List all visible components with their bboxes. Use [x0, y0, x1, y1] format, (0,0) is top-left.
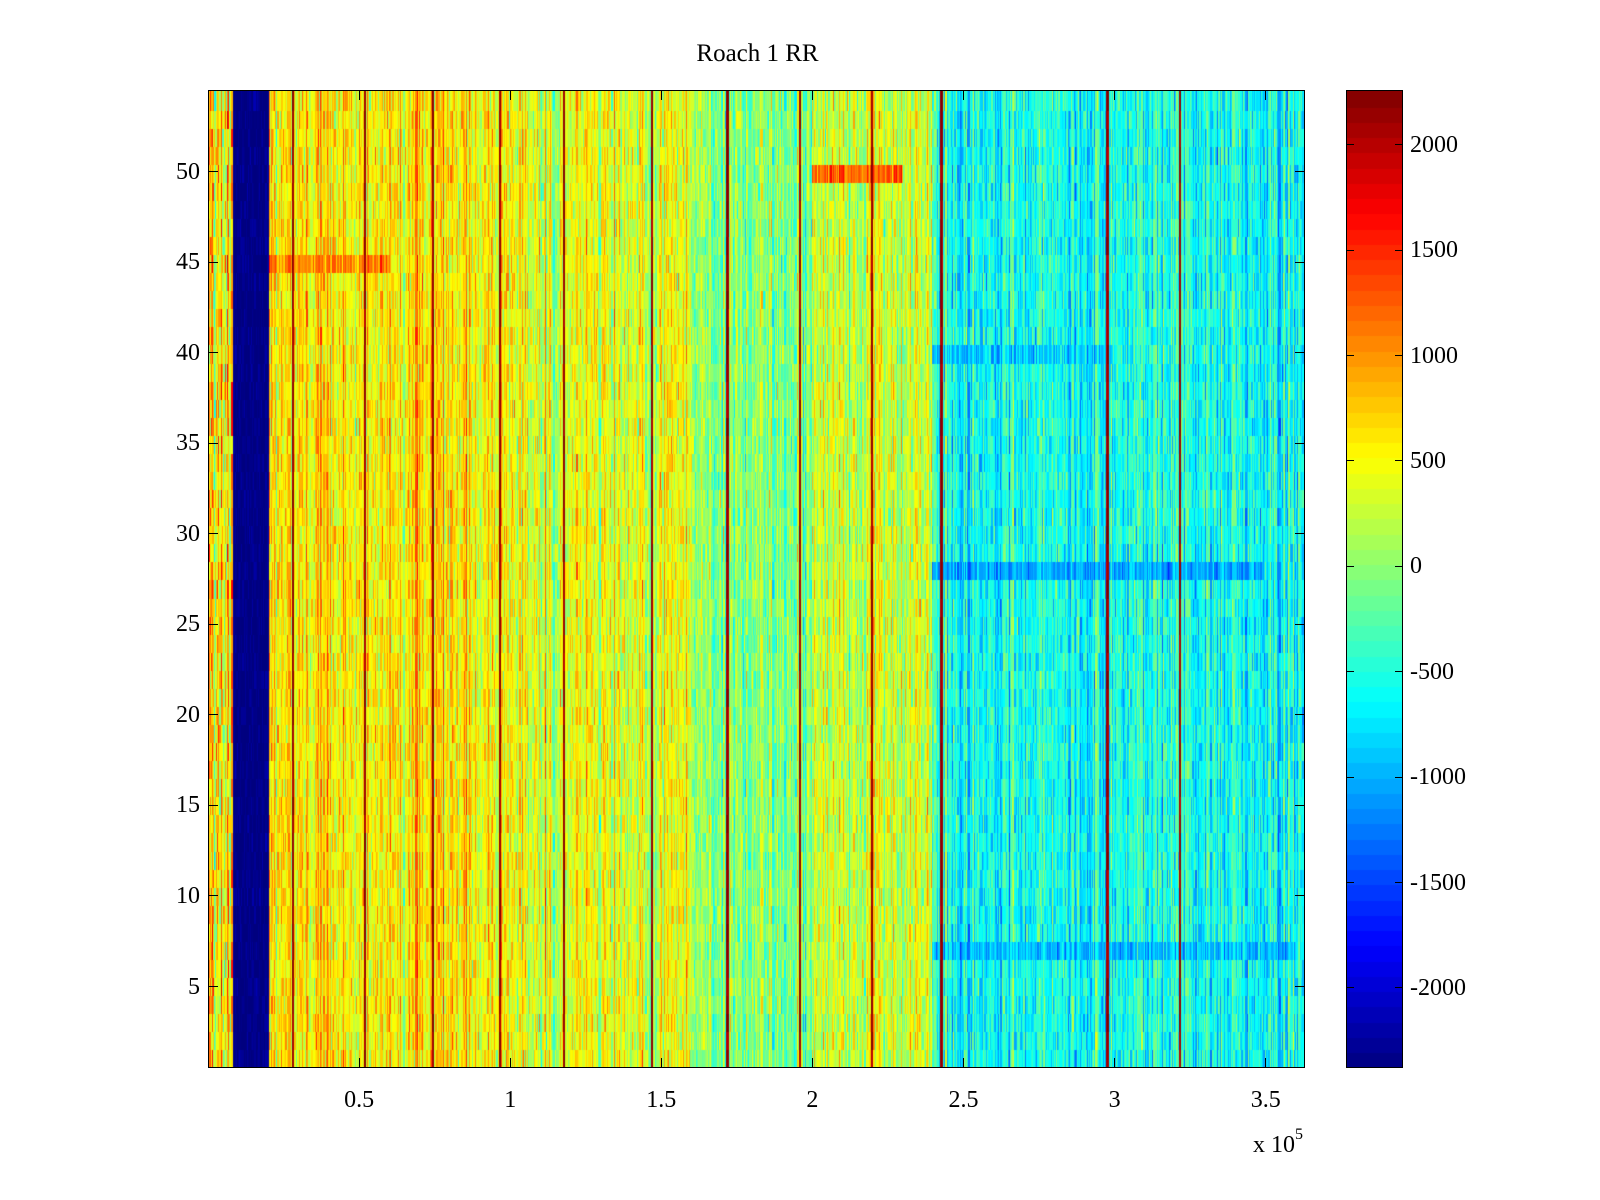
x-tick-mark [963, 1058, 964, 1068]
colorbar-tick-label: 1500 [1410, 237, 1458, 264]
x-tick-mark [1265, 1058, 1267, 1068]
x-tick-mark [1114, 90, 1116, 100]
y-tick-mark [1295, 895, 1305, 897]
x-tick-mark [660, 90, 662, 100]
colorbar-gradient [1347, 91, 1402, 1067]
colorbar-tick-mark [1395, 671, 1403, 673]
x-tick-mark [358, 90, 360, 100]
colorbar-tick-mark [1346, 776, 1354, 778]
heatmap-image [209, 91, 1304, 1067]
y-tick-mark [1295, 986, 1305, 987]
x-tick-mark [1265, 90, 1267, 100]
colorbar-tick-mark [1395, 565, 1403, 567]
x-tick-label: 1 [504, 1087, 517, 1113]
colorbar-tick-label: 1000 [1410, 342, 1458, 369]
y-tick-mark [1295, 623, 1305, 625]
colorbar [1346, 90, 1403, 1068]
colorbar-tick-label: 0 [1410, 553, 1422, 580]
colorbar-tick-mark [1346, 987, 1354, 989]
colorbar-tick-label: -500 [1410, 658, 1454, 685]
colorbar-tick-mark [1395, 776, 1403, 778]
x-tick-mark [1114, 1058, 1116, 1068]
x-tick-mark [660, 1058, 662, 1068]
y-tick-mark [208, 623, 218, 625]
x-tick-label: 2.5 [948, 1087, 979, 1113]
x-tick-label: 3.5 [1250, 1087, 1281, 1113]
x-multiplier-exponent: 5 [1295, 1126, 1303, 1143]
colorbar-tick-mark [1395, 882, 1403, 884]
x-axis-multiplier: x 105 [1253, 1126, 1303, 1159]
y-tick-label: 15 [176, 792, 200, 819]
plot-area [208, 90, 1305, 1068]
y-tick-mark [1295, 442, 1305, 444]
y-tick-mark [1295, 714, 1305, 716]
colorbar-tick-mark [1395, 355, 1403, 357]
colorbar-tick-mark [1346, 882, 1354, 884]
y-tick-mark [1295, 171, 1305, 172]
y-tick-mark [208, 895, 218, 897]
y-tick-mark [208, 986, 218, 987]
x-tick-mark [811, 90, 813, 100]
y-tick-mark [208, 714, 218, 716]
colorbar-tick-label: -1000 [1410, 764, 1466, 791]
y-tick-mark [1295, 533, 1305, 535]
colorbar-tick-mark [1395, 249, 1403, 251]
colorbar-tick-mark [1346, 144, 1354, 146]
colorbar-tick-mark [1346, 671, 1354, 673]
x-tick-label: 1.5 [646, 1087, 677, 1113]
y-tick-label: 10 [176, 882, 200, 909]
x-tick-mark [963, 90, 964, 100]
y-tick-label: 20 [176, 701, 200, 728]
y-tick-label: 5 [188, 973, 200, 1000]
colorbar-tick-mark [1346, 460, 1354, 462]
y-tick-label: 50 [176, 158, 200, 185]
x-tick-mark [811, 1058, 813, 1068]
y-tick-mark [1295, 804, 1305, 806]
colorbar-tick-mark [1395, 460, 1403, 462]
x-tick-mark [509, 1058, 511, 1068]
colorbar-tick-mark [1346, 565, 1354, 567]
y-tick-label: 35 [176, 430, 200, 457]
x-tick-mark [358, 1058, 360, 1068]
y-tick-mark [208, 171, 218, 172]
y-tick-label: 45 [176, 249, 200, 276]
y-tick-label: 40 [176, 339, 200, 366]
y-tick-mark [208, 442, 218, 444]
colorbar-tick-label: -1500 [1410, 869, 1466, 896]
colorbar-tick-label: 500 [1410, 447, 1446, 474]
colorbar-tick-label: -2000 [1410, 974, 1466, 1001]
colorbar-tick-mark [1395, 987, 1403, 989]
y-tick-mark [208, 352, 218, 354]
x-tick-mark [509, 90, 511, 100]
y-tick-mark [1295, 352, 1305, 354]
x-tick-label: 2 [806, 1087, 819, 1113]
x-tick-label: 0.5 [344, 1087, 375, 1113]
colorbar-tick-mark [1395, 144, 1403, 146]
y-tick-mark [208, 804, 218, 806]
y-tick-mark [208, 261, 218, 263]
y-tick-label: 30 [176, 520, 200, 547]
chart-title: Roach 1 RR [696, 40, 819, 67]
colorbar-tick-label: 2000 [1410, 131, 1458, 158]
y-tick-label: 25 [176, 611, 200, 638]
y-tick-mark [1295, 261, 1305, 263]
colorbar-tick-mark [1346, 355, 1354, 357]
x-multiplier-base: x 10 [1253, 1132, 1295, 1158]
y-tick-mark [208, 533, 218, 535]
x-tick-label: 3 [1108, 1087, 1121, 1113]
colorbar-tick-mark [1346, 249, 1354, 251]
